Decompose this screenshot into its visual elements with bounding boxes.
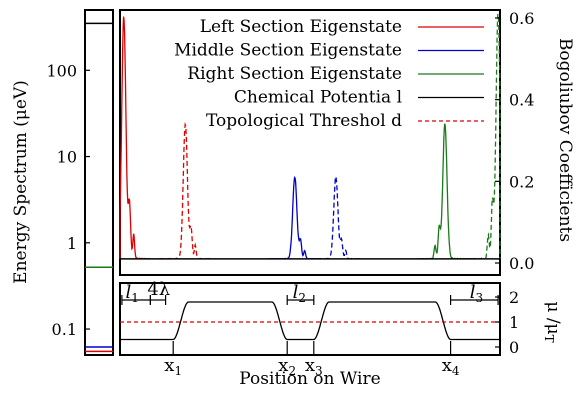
mu-ratio-axis-label: μ /μT bbox=[542, 301, 563, 342]
series-2-solid-peak-0 bbox=[418, 123, 472, 260]
legend-label-3: Chemical Potentia l bbox=[234, 88, 402, 108]
profile-frame bbox=[119, 282, 501, 356]
series-0-dashed-peak-0 bbox=[158, 121, 212, 260]
profile-tick-label-2: 0 bbox=[509, 338, 519, 357]
x2-marker-label: x2 bbox=[278, 355, 296, 378]
energy-tick-label-2: 1 bbox=[67, 234, 77, 253]
energy-tick-label-3: 0.1 bbox=[52, 320, 77, 339]
x1-marker-label-subscript: 1 bbox=[174, 364, 182, 378]
x1-marker-label: x1 bbox=[164, 355, 182, 378]
l1-label-main: l bbox=[125, 282, 131, 303]
series-1-dashed-peak-0 bbox=[309, 176, 363, 260]
profile-tick-label-1: 1 bbox=[509, 313, 519, 332]
x3-marker-label: x3 bbox=[305, 355, 323, 378]
x-axis-label: Position on Wire bbox=[239, 369, 380, 389]
l2-label-subscript: 2 bbox=[298, 291, 306, 305]
legend-label-1: Middle Section Eigenstate bbox=[174, 41, 402, 61]
bogoliubov-panel: 0.6 0.4 0.2 0.0 Bogoliubov Coefficients Lef… bbox=[119, 9, 575, 276]
l1-label: l1 bbox=[125, 282, 138, 305]
l3-label-subscript: 3 bbox=[476, 291, 484, 305]
bogoliubov-tick-label-2: 0.2 bbox=[509, 172, 534, 191]
bogoliubov-frame bbox=[119, 9, 501, 276]
l3-label: l3 bbox=[470, 282, 483, 305]
x2-marker-label-main: x bbox=[278, 355, 288, 376]
lambda-label: 4λ bbox=[147, 279, 170, 300]
l2-label: l2 bbox=[293, 282, 306, 305]
energy-strip-frame bbox=[84, 9, 114, 356]
energy-spectrum-panel: 100 10 1 0.1 Energy Spectrum (μeV) bbox=[11, 9, 114, 356]
x1-marker-label-main: x bbox=[164, 355, 174, 376]
l2-label-main: l bbox=[293, 282, 299, 303]
energy-tick-label-0: 100 bbox=[46, 61, 77, 80]
bogoliubov-tick-label-1: 0.4 bbox=[509, 91, 534, 110]
x3-marker-label-subscript: 3 bbox=[315, 364, 323, 378]
mu-ratio-subscript: T bbox=[542, 335, 556, 343]
l1-label-subscript: 1 bbox=[131, 291, 139, 305]
x2-marker-label-subscript: 2 bbox=[288, 364, 296, 378]
series-1-solid-peak-0 bbox=[268, 175, 322, 260]
legend-label-0: Left Section Eigenstate bbox=[200, 17, 402, 37]
bogoliubov-tick-label-3: 0.0 bbox=[509, 254, 534, 273]
energy-tick-label-1: 10 bbox=[57, 148, 77, 167]
bogoliubov-axis-label: Bogoliubov Coefficients bbox=[555, 38, 575, 242]
mu-ratio-text: μ /μ bbox=[543, 301, 563, 334]
chemical-potential-curve bbox=[120, 301, 500, 341]
l3-label-main: l bbox=[470, 282, 476, 303]
x4-marker-label-main: x bbox=[442, 355, 452, 376]
series-0-solid-peak-0 bbox=[119, 16, 151, 260]
profile-tick-label-0: 2 bbox=[509, 288, 519, 307]
x4-marker-label: x4 bbox=[442, 355, 460, 378]
x4-marker-label-subscript: 4 bbox=[452, 364, 460, 378]
energy-spectrum-axis-label: Energy Spectrum (μeV) bbox=[11, 80, 31, 284]
bogoliubov-tick-label-0: 0.6 bbox=[509, 9, 534, 28]
legend-label-2: Right Section Eigenstate bbox=[187, 64, 402, 84]
legend-label-4: Topological Threshol d bbox=[206, 111, 402, 131]
x3-marker-label-main: x bbox=[305, 355, 315, 376]
